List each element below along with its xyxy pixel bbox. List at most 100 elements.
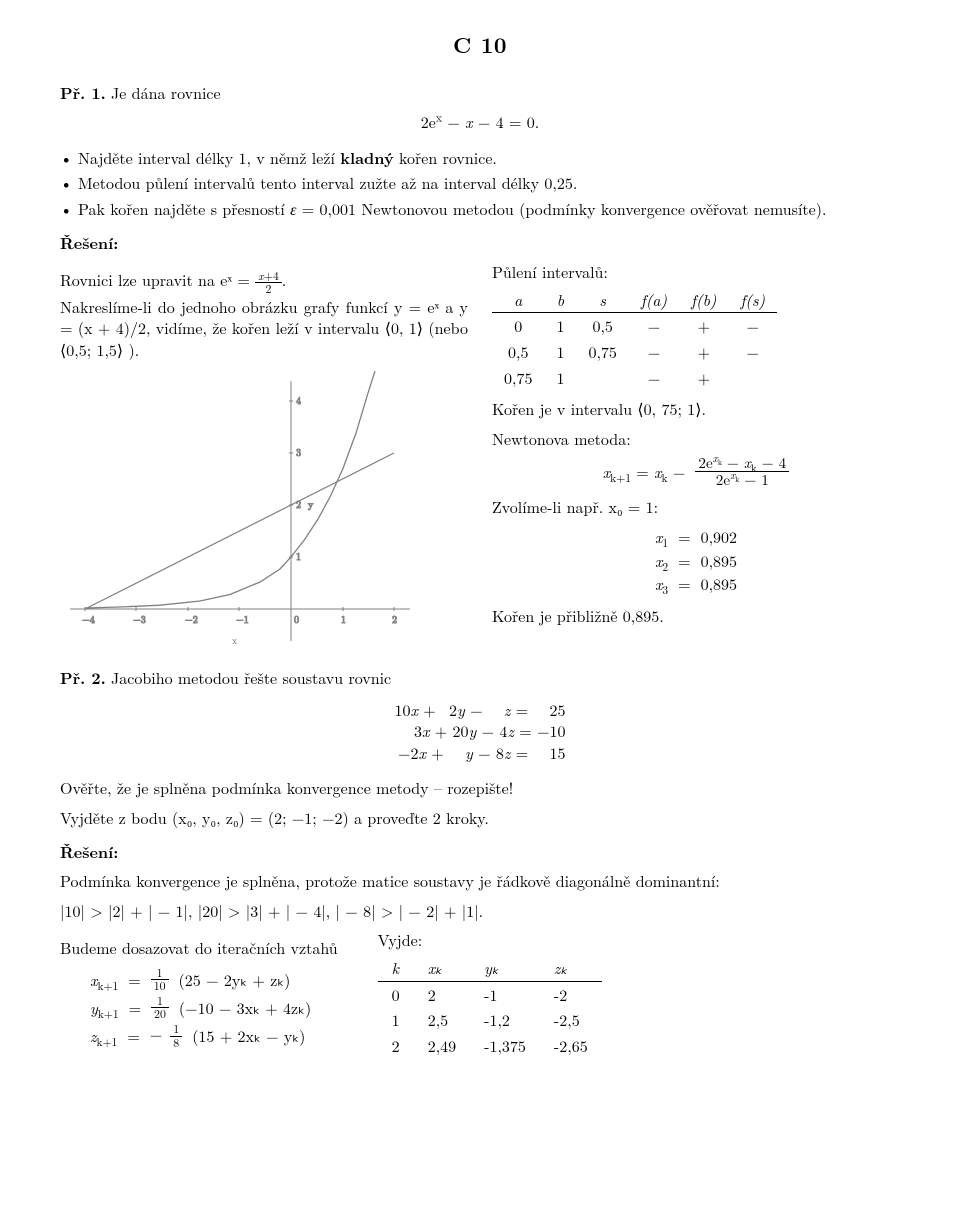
result-row: x2=0,895 <box>492 550 900 572</box>
svg-text:2: 2 <box>392 612 397 626</box>
ex1-two-col: Rovnici lze upravit na eˣ = x+42. Nakres… <box>60 261 900 655</box>
table-header-row: a b s f(a) f(b) f(s) <box>492 287 777 313</box>
ex1-equation: 2ex − x − 4 = 0. <box>60 111 900 133</box>
bisection-table: a b s f(a) f(b) f(s) 0 1 0,5 − + − <box>492 287 777 390</box>
result-val: 0,895 <box>701 573 737 595</box>
newton-results: x1=0,902 x2=0,895 x3=0,895 <box>492 526 900 595</box>
cell: − <box>728 313 777 339</box>
svg-text:3: 3 <box>296 445 301 459</box>
cell <box>576 365 628 391</box>
newton-heading: Newtonova metoda: <box>492 428 900 450</box>
ex1-lp1a: Rovnici lze upravit na eˣ = <box>60 268 255 291</box>
cell: 1 <box>544 313 576 339</box>
table-header-row: k xₖ yₖ zₖ <box>378 955 602 981</box>
line-linear <box>85 453 394 609</box>
svg-text:−3: −3 <box>133 612 146 626</box>
frac: 120 <box>151 995 169 1021</box>
ex2-intro-line: Př. 2. Jacobiho metodou řešte soustavu r… <box>60 667 900 689</box>
axis-x-label: x <box>232 633 238 647</box>
result-row: x3=0,895 <box>492 573 900 595</box>
ex1-right-col: Půlení intervalů: a b s f(a) f(b) f(s) 0… <box>492 261 900 634</box>
ex1-eq-exp: x <box>436 110 442 126</box>
cell: -1,2 <box>470 1007 540 1033</box>
iter-body: (−10 − 3xₖ + 4zₖ) <box>179 997 311 1019</box>
frac: 18 <box>170 1023 182 1049</box>
cell: 0,5 <box>492 339 544 365</box>
ex2-bottom-row: Budeme dosazovat do iteračních vztahů xk… <box>60 929 900 1062</box>
table-row: 1 2,5 -1,2 -2,5 <box>378 1007 602 1033</box>
svg-text:0: 0 <box>294 612 299 626</box>
ex1-chart: −4 −3 −2 −1 0 1 2 1 2 3 4 y <box>60 371 468 656</box>
table-row: 0,5 1 0,75 − + − <box>492 339 777 365</box>
ex2-result-col: Vyjde: k xₖ yₖ zₖ 0 2 -1 -2 1 <box>378 929 602 1062</box>
eq-row: −2x + y − 8z = 15 <box>394 742 565 764</box>
cell: -2 <box>540 981 602 1007</box>
svg-text:−1: −1 <box>236 612 249 626</box>
svg-text:2: 2 <box>296 497 301 511</box>
ex1-left-col: Rovnici lze upravit na eˣ = x+42. Nakres… <box>60 261 468 655</box>
jacobi-result-table: k xₖ yₖ zₖ 0 2 -1 -2 1 2,5 -1,2 -2,5 <box>378 955 602 1058</box>
table-row: 0,75 1 − + <box>492 365 777 391</box>
iter-intro: Budeme dosazovat do iteračních vztahů <box>60 937 338 959</box>
table-row: 0 2 -1 -2 <box>378 981 602 1007</box>
col-fb: f(b) <box>679 287 728 313</box>
cell: -2,65 <box>540 1033 602 1059</box>
ex1-lp2: Nakreslíme-li do jednoho obrázku grafy f… <box>60 295 468 361</box>
col-fs: f(s) <box>728 287 777 313</box>
ex2-label: Př. 2. <box>60 666 106 689</box>
svg-text:1: 1 <box>296 549 301 563</box>
ex2-cond-line: Podmínka konvergence je splněna, protože… <box>60 870 900 892</box>
newton-formula: xk+1 = xk − 2exk − xk − 4 2exk − 1 <box>492 455 900 488</box>
ex2-start: Vyjděte z bodu (x₀, y₀, z₀) = (2; −1; −2… <box>60 807 900 829</box>
ex1-intro: Je dána rovnice <box>111 81 221 104</box>
cell <box>728 365 777 391</box>
eq-row: 3x + 20y − 4z = −10 <box>394 720 565 742</box>
result-val: 0,902 <box>701 526 737 548</box>
svg-text:y: y <box>308 497 314 511</box>
ex1-intro-line: Př. 1. Je dána rovnice <box>60 82 900 104</box>
iter-row: zk+1= − 18 (15 + 2xₖ − yₖ) <box>90 1023 338 1049</box>
ex1-bullet-list: Najděte interval délky 1, v němž leží kl… <box>60 147 900 220</box>
col-b: b <box>544 287 576 313</box>
ex2-intro: Jacobiho metodou řešte soustavu rovnic <box>111 666 391 689</box>
ex1-lp1b: . <box>282 268 286 291</box>
den: 8 <box>170 1037 182 1049</box>
ex1-bullet-1: Najděte interval délky 1, v němž leží kl… <box>60 147 900 169</box>
frac-x4-2: x+42 <box>255 270 282 296</box>
result-intro: Vyjde: <box>378 929 602 951</box>
svg-text:4: 4 <box>296 393 301 407</box>
newton-frac: 2exk − xk − 4 2exk − 1 <box>695 455 789 488</box>
approx-root: Kořen je přibližně 0,895. <box>492 605 900 627</box>
cell: -2,5 <box>540 1007 602 1033</box>
ex1-b1-post: kořen rovnice. <box>394 146 497 169</box>
den: 20 <box>151 1008 169 1020</box>
cell: − <box>728 339 777 365</box>
col-a: a <box>492 287 544 313</box>
cell: 0 <box>492 313 544 339</box>
svg-text:1: 1 <box>341 612 346 626</box>
iter-body: (15 + 2xₖ − yₖ) <box>192 1025 305 1047</box>
ex2-verify: Ověřte, že je splněna podmínka konvergen… <box>60 777 900 799</box>
iteration-formulas: xk+1= 110 (25 − 2yₖ + zₖ) yk+1= 120 (−10… <box>90 967 338 1049</box>
cell: 0,75 <box>492 365 544 391</box>
svg-text:−2: −2 <box>185 612 198 626</box>
col-k: k <box>378 955 414 981</box>
svg-text:−4: −4 <box>82 612 95 626</box>
col-zk: zₖ <box>540 955 602 981</box>
bisection-heading: Půlení intervalů: <box>492 261 900 283</box>
col-s: s <box>576 287 628 313</box>
iter-body: (25 − 2yₖ + zₖ) <box>179 969 291 991</box>
cell: − <box>629 339 679 365</box>
cell: -1,375 <box>470 1033 540 1059</box>
ex2-iter-col: Budeme dosazovat do iteračních vztahů xk… <box>60 929 338 1053</box>
cell: + <box>679 365 728 391</box>
cell: 2,49 <box>414 1033 470 1059</box>
cell: 2 <box>378 1033 414 1059</box>
cell: 0 <box>378 981 414 1007</box>
ex1-left-p1: Rovnici lze upravit na eˣ = x+42. Nakres… <box>60 269 468 360</box>
cell: 1 <box>544 365 576 391</box>
eq-row: 10x + 2y − z = 25 <box>394 699 565 721</box>
ex2-cond-eqs: |10| > |2| + | − 1|, |20| > |3| + | − 4|… <box>60 900 900 922</box>
cell: 2 <box>414 981 470 1007</box>
result-row: x1=0,902 <box>492 526 900 548</box>
